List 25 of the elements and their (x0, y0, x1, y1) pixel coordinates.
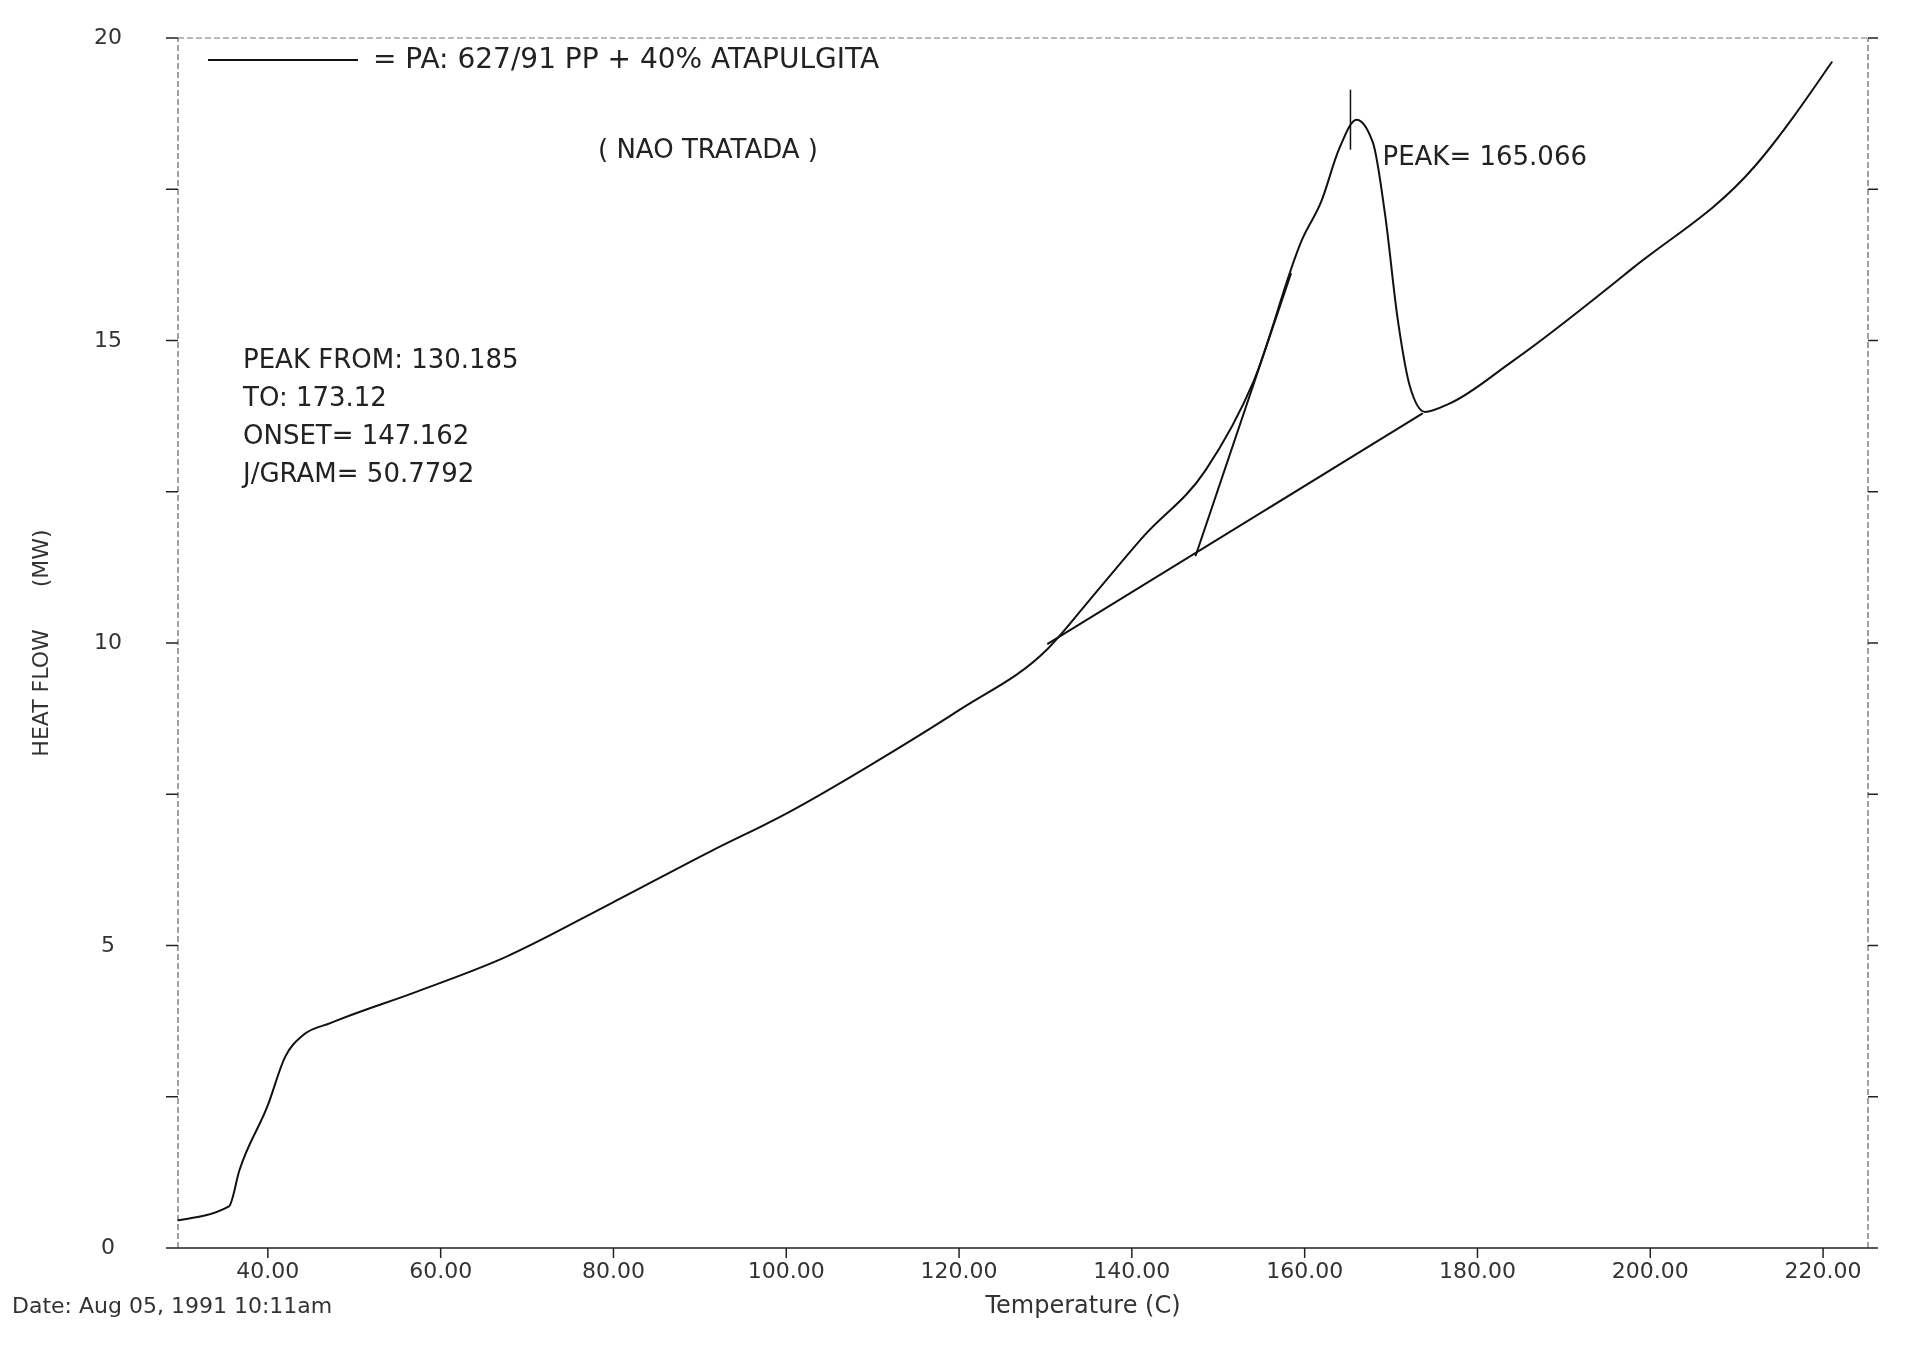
x-tick-label: 180.00 (1438, 1258, 1516, 1283)
y-tick-label: 0 (101, 1234, 115, 1259)
annotation: PEAK FROM: 130.185 (243, 344, 519, 374)
x-tick-label: 60.00 (409, 1258, 473, 1283)
x-tick-label: 160.00 (1266, 1258, 1344, 1283)
y-tick-label: 10 (94, 629, 122, 654)
text: = PA: 627/91 PP + 40% ATAPULGITA (373, 42, 880, 75)
y-tick-label: 15 (94, 326, 122, 352)
x-axis-title: Temperature (C) (984, 1291, 1181, 1319)
x-tick-label: 80.00 (581, 1258, 645, 1283)
annotation: J/GRAM= 50.7792 (241, 458, 475, 488)
annotation: TO: 173.12 (242, 382, 387, 412)
y-tick-label: 20 (94, 24, 122, 49)
x-tick-label: 100.00 (747, 1258, 825, 1283)
x-tick-label: 140.00 (1093, 1258, 1171, 1283)
y-tick-label: 5 (101, 931, 115, 957)
y-axis-title: HEAT FLOW (MW) (28, 529, 53, 757)
x-tick-label: 200.00 (1611, 1258, 1689, 1283)
text: Date: Aug 05, 1991 10:11am (12, 1293, 333, 1318)
x-tick-label: 220.00 (1784, 1258, 1862, 1283)
annotation: ONSET= 147.162 (243, 420, 470, 450)
x-tick-label: 40.00 (236, 1258, 300, 1283)
annotation: PEAK= 165.066 (1382, 140, 1587, 171)
text: ( NAO TRATADA ) (598, 134, 818, 164)
x-tick-label: 120.00 (920, 1258, 998, 1283)
